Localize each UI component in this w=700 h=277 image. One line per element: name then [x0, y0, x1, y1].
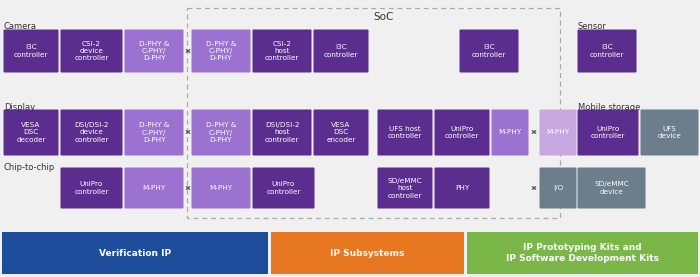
- FancyBboxPatch shape: [435, 109, 489, 155]
- Text: IP Subsystems: IP Subsystems: [330, 248, 405, 258]
- FancyBboxPatch shape: [459, 29, 519, 73]
- FancyBboxPatch shape: [125, 168, 183, 209]
- FancyBboxPatch shape: [125, 109, 183, 155]
- FancyBboxPatch shape: [192, 168, 251, 209]
- FancyBboxPatch shape: [253, 29, 312, 73]
- Bar: [467, 232, 698, 274]
- FancyBboxPatch shape: [314, 29, 368, 73]
- Text: Display: Display: [4, 103, 35, 112]
- Text: VESA
DSC
decoder: VESA DSC decoder: [16, 122, 46, 143]
- FancyBboxPatch shape: [314, 109, 368, 155]
- Text: D-PHY &
C-PHY/
D-PHY: D-PHY & C-PHY/ D-PHY: [139, 40, 169, 61]
- Text: D-PHY &
C-PHY/
D-PHY: D-PHY & C-PHY/ D-PHY: [139, 122, 169, 143]
- FancyBboxPatch shape: [377, 168, 433, 209]
- Text: M-PHY: M-PHY: [209, 185, 232, 191]
- FancyBboxPatch shape: [60, 29, 122, 73]
- Text: I3C
controller: I3C controller: [323, 44, 358, 58]
- Text: UniPro
controller: UniPro controller: [591, 126, 625, 139]
- Text: Camera: Camera: [4, 22, 37, 31]
- Text: D-PHY &
C-PHY/
D-PHY: D-PHY & C-PHY/ D-PHY: [206, 122, 237, 143]
- Text: M-PHY: M-PHY: [142, 185, 166, 191]
- Text: M-PHY: M-PHY: [498, 130, 522, 135]
- Text: D-PHY &
C-PHY/
D-PHY: D-PHY & C-PHY/ D-PHY: [206, 40, 237, 61]
- Text: I/O: I/O: [553, 185, 563, 191]
- Text: VESA
DSC
encoder: VESA DSC encoder: [326, 122, 356, 143]
- Text: UniPro
controller: UniPro controller: [444, 126, 480, 139]
- Bar: [2, 232, 268, 274]
- Text: Sensor: Sensor: [578, 22, 607, 31]
- Text: M-PHY: M-PHY: [547, 130, 570, 135]
- FancyBboxPatch shape: [578, 109, 638, 155]
- Text: DSI/DSI-2
host
controller: DSI/DSI-2 host controller: [265, 122, 300, 143]
- FancyBboxPatch shape: [377, 109, 433, 155]
- Text: UFS host
controller: UFS host controller: [388, 126, 422, 139]
- FancyBboxPatch shape: [540, 109, 577, 155]
- FancyBboxPatch shape: [491, 109, 528, 155]
- Text: I3C
controller: I3C controller: [589, 44, 624, 58]
- FancyBboxPatch shape: [125, 29, 183, 73]
- Text: I3C
controller: I3C controller: [472, 44, 506, 58]
- Text: Mobile storage: Mobile storage: [578, 103, 640, 112]
- FancyBboxPatch shape: [60, 109, 122, 155]
- FancyBboxPatch shape: [4, 29, 59, 73]
- Text: SD/eMMC
host
controller: SD/eMMC host controller: [388, 178, 422, 199]
- Text: UFS
device: UFS device: [657, 126, 681, 139]
- FancyBboxPatch shape: [4, 109, 59, 155]
- FancyBboxPatch shape: [578, 29, 636, 73]
- FancyBboxPatch shape: [60, 168, 122, 209]
- Text: CSI-2
device
controller: CSI-2 device controller: [74, 40, 108, 61]
- FancyBboxPatch shape: [192, 29, 251, 73]
- Text: IP Prototyping Kits and
IP Software Development Kits: IP Prototyping Kits and IP Software Deve…: [506, 243, 659, 263]
- Bar: [187, 8, 560, 218]
- FancyBboxPatch shape: [435, 168, 489, 209]
- Bar: [271, 232, 464, 274]
- FancyBboxPatch shape: [253, 109, 312, 155]
- Text: Chip-to-chip: Chip-to-chip: [4, 163, 55, 172]
- Text: Verification IP: Verification IP: [99, 248, 171, 258]
- Text: UniPro
controller: UniPro controller: [74, 181, 108, 195]
- Text: CSI-2
host
controller: CSI-2 host controller: [265, 40, 300, 61]
- FancyBboxPatch shape: [578, 168, 645, 209]
- Text: UniPro
controller: UniPro controller: [266, 181, 301, 195]
- FancyBboxPatch shape: [640, 109, 699, 155]
- FancyBboxPatch shape: [540, 168, 577, 209]
- Text: I3C
controller: I3C controller: [14, 44, 48, 58]
- FancyBboxPatch shape: [253, 168, 314, 209]
- FancyBboxPatch shape: [192, 109, 251, 155]
- Text: SD/eMMC
device: SD/eMMC device: [594, 181, 629, 195]
- Text: PHY: PHY: [455, 185, 469, 191]
- Text: DSI/DSI-2
device
controller: DSI/DSI-2 device controller: [74, 122, 108, 143]
- Text: SoC: SoC: [373, 12, 393, 22]
